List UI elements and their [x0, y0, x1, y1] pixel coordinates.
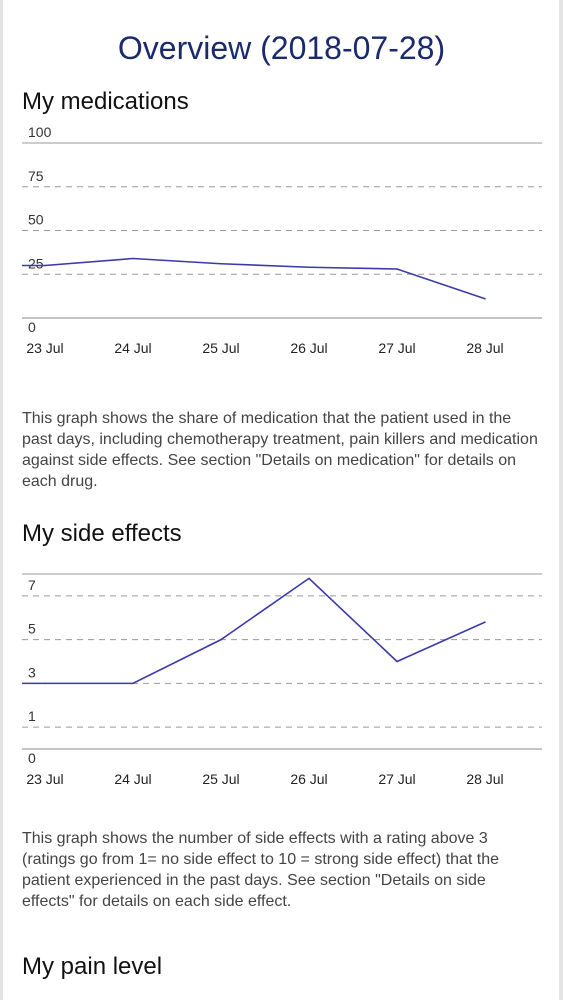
data-point	[44, 682, 46, 685]
x-tick-label: 24 Jul	[114, 340, 151, 356]
x-tick-label: 23 Jul	[26, 771, 63, 787]
data-point	[308, 266, 310, 269]
data-point	[396, 268, 398, 270]
x-tick-label: 23 Jul	[26, 340, 63, 356]
pain-level-heading: My pain level	[22, 953, 163, 980]
y-tick-label: 5	[28, 621, 36, 637]
data-point	[132, 257, 134, 260]
medications-chart: 0 25 50 75 100 23 Jul 24 Jul 25 Jul 26 Jul 27 Jul…	[22, 124, 542, 356]
x-tick-label: 25 Jul	[202, 340, 239, 356]
side-effects-chart: 0 1 3 5 7 23 Jul 24 Jul 25 Jul 26 Jul 27 Jul 28 Ju…	[22, 573, 542, 787]
data-point	[220, 638, 222, 641]
data-point	[132, 682, 134, 685]
page-title: Overview (2018-07-28)	[117, 30, 446, 66]
y-tick-label: 100	[28, 124, 52, 140]
x-tick-label: 26 Jul	[290, 340, 327, 356]
x-tick-label: 28 Jul	[466, 340, 503, 356]
series-line	[22, 577, 486, 685]
x-tick-label: 24 Jul	[114, 771, 151, 787]
y-tick-label: 75	[28, 168, 44, 184]
data-point	[220, 262, 222, 265]
x-tick-label: 27 Jul	[378, 340, 415, 356]
left-edge	[0, 0, 3, 1000]
data-point	[396, 660, 398, 663]
y-tick-label: 7	[28, 577, 36, 593]
y-tick-label: 1	[28, 708, 36, 724]
y-tick-label: 0	[28, 750, 36, 766]
y-tick-label: 25	[28, 255, 44, 271]
series-line	[22, 257, 486, 300]
data-point	[308, 577, 310, 580]
x-tick-label: 27 Jul	[378, 771, 415, 787]
y-tick-label: 50	[28, 212, 44, 228]
y-tick-label: 3	[28, 664, 36, 680]
medications-heading: My medications	[22, 88, 189, 115]
y-tick-label: 0	[28, 319, 36, 335]
data-point	[484, 621, 486, 623]
data-point	[44, 264, 46, 267]
medications-description: This graph shows the share of medication…	[22, 410, 538, 490]
right-edge	[559, 0, 563, 1000]
x-tick-label: 25 Jul	[202, 771, 239, 787]
data-point	[484, 297, 486, 300]
x-tick-label: 26 Jul	[290, 771, 327, 787]
side-effects-heading: My side effects	[22, 520, 182, 547]
x-tick-label: 28 Jul	[466, 771, 503, 787]
side-effects-description: This graph shows the number of side effe…	[22, 830, 500, 910]
